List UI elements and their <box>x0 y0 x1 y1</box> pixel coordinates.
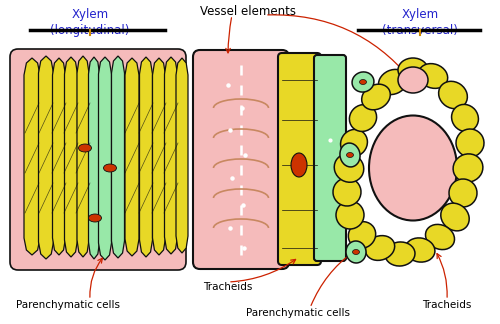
Ellipse shape <box>362 84 390 110</box>
Ellipse shape <box>456 129 484 157</box>
Ellipse shape <box>340 129 367 156</box>
Polygon shape <box>24 58 40 255</box>
Polygon shape <box>98 57 112 260</box>
Ellipse shape <box>348 222 376 248</box>
Text: Tracheids: Tracheids <box>422 300 472 310</box>
Ellipse shape <box>291 153 307 177</box>
Ellipse shape <box>438 81 468 109</box>
Ellipse shape <box>88 214 102 222</box>
Polygon shape <box>88 57 100 259</box>
FancyBboxPatch shape <box>278 53 321 265</box>
Ellipse shape <box>453 154 483 182</box>
Ellipse shape <box>333 178 361 206</box>
Polygon shape <box>38 56 54 259</box>
FancyBboxPatch shape <box>10 49 186 270</box>
Ellipse shape <box>418 64 448 88</box>
Ellipse shape <box>350 105 376 132</box>
Ellipse shape <box>334 154 364 182</box>
Text: Parenchymatic cells: Parenchymatic cells <box>16 300 120 310</box>
Ellipse shape <box>385 242 415 266</box>
Ellipse shape <box>405 238 435 262</box>
Polygon shape <box>125 58 139 256</box>
Polygon shape <box>140 57 152 257</box>
Polygon shape <box>64 57 78 257</box>
Ellipse shape <box>452 104 478 132</box>
FancyBboxPatch shape <box>314 55 346 261</box>
Text: Vessel elements: Vessel elements <box>200 5 296 18</box>
Ellipse shape <box>441 203 469 231</box>
Ellipse shape <box>398 67 428 93</box>
Polygon shape <box>52 58 66 255</box>
Text: Xylem
(longitudinal): Xylem (longitudinal) <box>50 8 130 37</box>
Ellipse shape <box>398 58 428 82</box>
Ellipse shape <box>369 115 457 221</box>
Polygon shape <box>164 57 177 254</box>
Ellipse shape <box>449 179 477 207</box>
Text: Tracheids: Tracheids <box>204 282 252 292</box>
Text: Parenchymatic cells: Parenchymatic cells <box>246 308 350 318</box>
Ellipse shape <box>340 143 360 167</box>
Ellipse shape <box>104 164 117 172</box>
Ellipse shape <box>346 241 366 263</box>
Ellipse shape <box>346 153 354 157</box>
FancyBboxPatch shape <box>193 50 289 269</box>
Ellipse shape <box>378 69 408 95</box>
Polygon shape <box>77 56 89 257</box>
Polygon shape <box>176 58 188 253</box>
Polygon shape <box>112 56 124 258</box>
Text: Xylem
(transversal): Xylem (transversal) <box>382 8 458 37</box>
Ellipse shape <box>78 144 92 152</box>
Polygon shape <box>152 58 166 255</box>
Ellipse shape <box>352 249 360 254</box>
Ellipse shape <box>336 201 364 229</box>
Ellipse shape <box>366 236 394 260</box>
Ellipse shape <box>352 72 374 92</box>
Ellipse shape <box>360 79 366 85</box>
Ellipse shape <box>426 225 454 249</box>
